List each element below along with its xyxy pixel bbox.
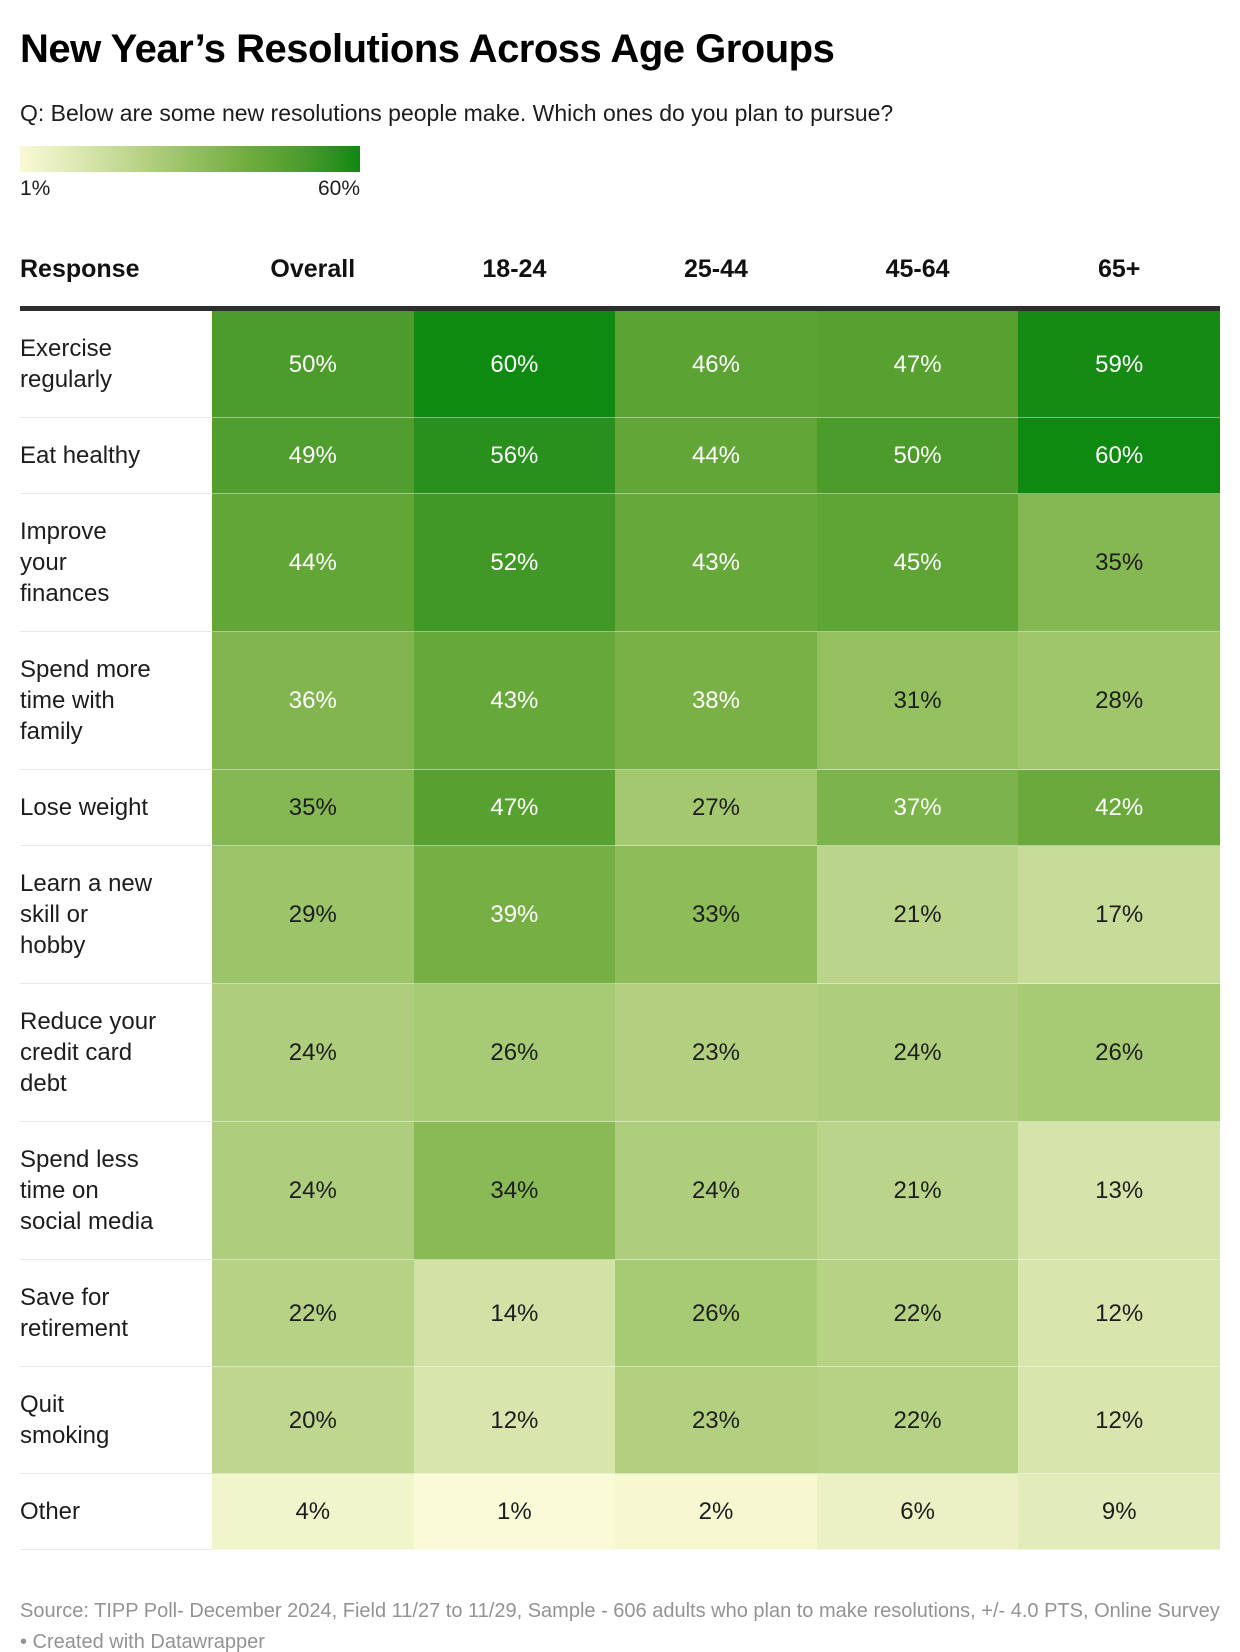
heatmap-cell: 39% xyxy=(413,845,616,984)
heatmap-cell: 42% xyxy=(1018,769,1220,846)
heatmap-cell: 35% xyxy=(212,769,414,846)
heatmap-cell: 60% xyxy=(413,308,616,418)
heatmap-cell: 23% xyxy=(615,983,817,1122)
heatmap-cell: 46% xyxy=(615,308,817,418)
legend-labels: 1% 60% xyxy=(20,177,360,201)
row-label: Lose weight xyxy=(20,769,212,846)
table-row: Spend more time with family 36% 43% 38% 31% 2… xyxy=(20,631,1220,770)
chart-subtitle: Q: Below are some new resolutions people… xyxy=(20,100,894,126)
heatmap-cell: 26% xyxy=(413,983,616,1122)
heatmap-cell: 56% xyxy=(413,417,616,494)
row-label: Save for retirement xyxy=(20,1259,212,1367)
heatmap-cell: 14% xyxy=(413,1259,616,1367)
header-row: Response Overall 18-24 25-44 45-64 65+ xyxy=(20,237,1220,309)
column-header-45-64: 45-64 xyxy=(885,255,950,283)
heatmap-cell: 26% xyxy=(615,1259,817,1367)
row-label: Spend less time on social media xyxy=(20,1121,212,1260)
column-header-response: Response xyxy=(20,255,140,283)
heatmap-cell: 9% xyxy=(1018,1473,1220,1550)
source-footer: Source: TIPP Poll- December 2024, Field … xyxy=(20,1600,1220,1652)
heatmap-cell: 24% xyxy=(615,1121,817,1260)
column-header-18-24: 18-24 xyxy=(482,255,547,283)
row-label: Eat healthy xyxy=(20,417,212,494)
heatmap-cell: 44% xyxy=(615,417,817,494)
table-row: Exercise regularly 50% 60% 46% 47% 59% xyxy=(20,308,1220,418)
heatmap-cell: 31% xyxy=(816,631,1019,770)
legend-max-label: 60% xyxy=(317,177,360,200)
table-row: Learn a new skill or hobby 29% 39% 33% 21% 17… xyxy=(20,845,1220,984)
heatmap-cell: 26% xyxy=(1018,983,1220,1122)
row-label: Exercise regularly xyxy=(20,308,212,418)
heatmap-cell: 6% xyxy=(816,1473,1019,1550)
table-row: Spend less time on social media 24% 34% 24%… xyxy=(20,1121,1220,1260)
heatmap-table: Response Overall 18-24 25-44 45-64 65+ E… xyxy=(20,237,1220,1550)
heatmap-cell: 45% xyxy=(816,493,1019,632)
heatmap-cell: 50% xyxy=(212,308,414,418)
heatmap-cell: 22% xyxy=(816,1366,1019,1474)
heatmap-cell: 29% xyxy=(212,845,414,984)
heatmap-cell: 33% xyxy=(615,845,817,984)
heatmap-cell: 60% xyxy=(1018,417,1220,494)
table-row: Quit smoking 20% 12% 23% 22% 12% xyxy=(20,1366,1220,1474)
heatmap-cell: 28% xyxy=(1018,631,1220,770)
page-title: New Year’s Resolutions Across Age Groups xyxy=(20,27,835,71)
heatmap-cell: 50% xyxy=(816,417,1019,494)
heatmap-cell: 37% xyxy=(816,769,1019,846)
heatmap-cell: 21% xyxy=(816,845,1019,984)
heatmap-cell: 21% xyxy=(816,1121,1019,1260)
heatmap-cell: 1% xyxy=(413,1473,616,1550)
heatmap-cell: 59% xyxy=(1018,308,1220,418)
heatmap-cell: 23% xyxy=(615,1366,817,1474)
heatmap-cell: 34% xyxy=(413,1121,616,1260)
heatmap-cell: 13% xyxy=(1018,1121,1220,1260)
heatmap-cell: 35% xyxy=(1018,493,1220,632)
row-label: Learn a new skill or hobby xyxy=(20,845,212,984)
column-header-overall: Overall xyxy=(270,255,356,283)
row-label: Improve your finances xyxy=(20,493,212,632)
table-row: Lose weight 35% 47% 27% 37% 42% xyxy=(20,769,1220,846)
heatmap-cell: 24% xyxy=(212,1121,414,1260)
heatmap-cell: 44% xyxy=(212,493,414,632)
heatmap-cell: 17% xyxy=(1018,845,1220,984)
heatmap-cell: 43% xyxy=(413,631,616,770)
heatmap-cell: 22% xyxy=(212,1259,414,1367)
heatmap-cell: 2% xyxy=(615,1473,817,1550)
row-label: Spend more time with family xyxy=(20,631,212,770)
heatmap-cell: 47% xyxy=(413,769,616,846)
table-row: Save for retirement 22% 14% 26% 22% 12% xyxy=(20,1259,1220,1367)
color-legend: 1% 60% xyxy=(20,146,1220,201)
row-label: Other xyxy=(20,1473,212,1550)
column-header-65plus: 65+ xyxy=(1097,255,1141,283)
heatmap-cell: 38% xyxy=(615,631,817,770)
heatmap-cell: 47% xyxy=(816,308,1019,418)
table-row: Eat healthy 49% 56% 44% 50% 60% xyxy=(20,417,1220,494)
heatmap-cell: 49% xyxy=(212,417,414,494)
heatmap-cell: 22% xyxy=(816,1259,1019,1367)
row-label: Reduce your credit card debt xyxy=(20,983,212,1122)
row-label: Quit smoking xyxy=(20,1366,212,1474)
heatmap-cell: 20% xyxy=(212,1366,414,1474)
heatmap-cell: 12% xyxy=(1018,1259,1220,1367)
heatmap-cell: 24% xyxy=(212,983,414,1122)
heatmap-cell: 12% xyxy=(1018,1366,1220,1474)
table-row: Other 4% 1% 2% 6% 9% xyxy=(20,1473,1220,1550)
legend-gradient-bar xyxy=(20,146,360,172)
heatmap-cell: 27% xyxy=(615,769,817,846)
table-row: Reduce your credit card debt 24% 26% 23% 24%… xyxy=(20,983,1220,1122)
heatmap-cell: 4% xyxy=(212,1473,414,1550)
table-row: Improve your finances 44% 52% 43% 45% 35% xyxy=(20,493,1220,632)
column-header-25-44: 25-44 xyxy=(684,255,748,283)
heatmap-cell: 36% xyxy=(212,631,414,770)
heatmap-cell: 52% xyxy=(413,493,616,632)
heatmap-cell: 43% xyxy=(615,493,817,632)
heatmap-cell: 12% xyxy=(413,1366,616,1474)
legend-min-label: 1% xyxy=(20,177,51,200)
heatmap-cell: 24% xyxy=(816,983,1019,1122)
